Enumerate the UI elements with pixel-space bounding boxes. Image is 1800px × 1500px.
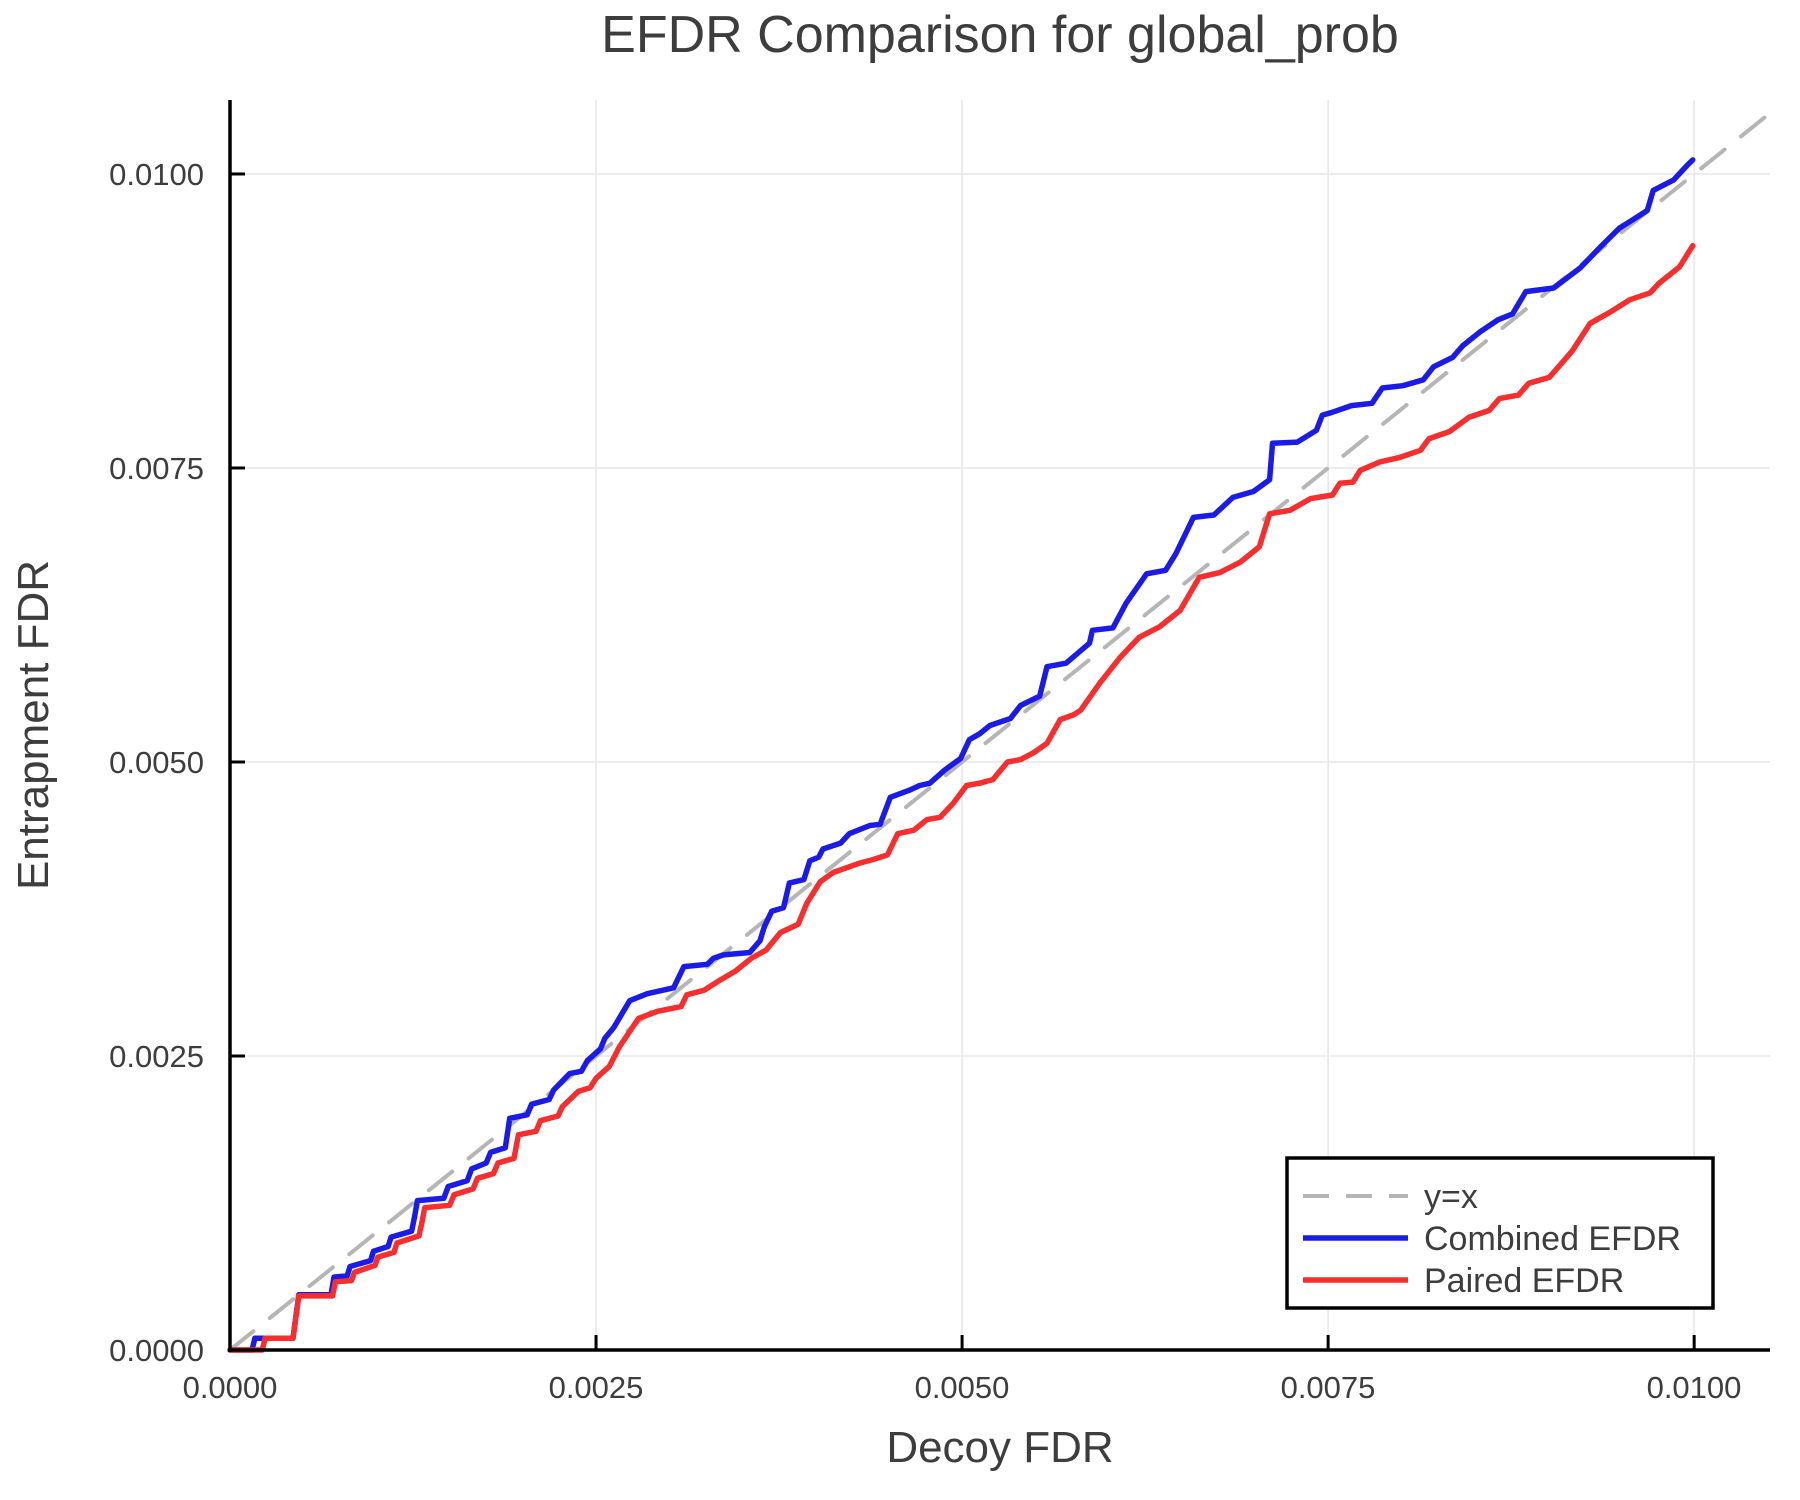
series-lines [227, 111, 1772, 1353]
x-axis-label: Decoy FDR [886, 1423, 1113, 1472]
axis-spines [228, 100, 1770, 1352]
legend-box [1285, 1156, 1715, 1310]
tick-marks [228, 172, 1696, 1352]
x-tick-label: 0.0100 [1647, 1370, 1742, 1405]
y-tick-labels: 0.0000 0.0025 0.0050 0.0075 0.0100 [109, 157, 204, 1368]
legend-identity-label: y=x [1424, 1178, 1478, 1216]
paired-efdr-line [227, 242, 1696, 1353]
x-tick-label: 0.0025 [549, 1370, 644, 1405]
legend-paired-label: Paired EFDR [1424, 1262, 1624, 1300]
x-tick-label: 0.0000 [183, 1370, 278, 1405]
y-tick-label: 0.0075 [109, 451, 204, 486]
y-axis-label: Entrapment FDR [9, 560, 58, 890]
legend-entry-combined: Combined EFDR [1303, 1220, 1681, 1258]
x-tick-label: 0.0050 [915, 1370, 1010, 1405]
y-tick-label: 0.0025 [109, 1039, 204, 1074]
legend-entry-paired: Paired EFDR [1303, 1262, 1624, 1300]
legend: y=x Combined EFDR Paired EFDR [1285, 1156, 1715, 1310]
chart-title: EFDR Comparison for global_prob [601, 6, 1399, 64]
y-x-line [228, 111, 1772, 1352]
legend-entry-identity: y=x [1303, 1178, 1478, 1216]
y-tick-label: 0.0000 [109, 1333, 204, 1368]
y-tick-label: 0.0050 [109, 745, 204, 780]
y-tick-label: 0.0100 [109, 157, 204, 192]
x-tick-labels: 0.0000 0.0025 0.0050 0.0075 0.0100 [183, 1370, 1742, 1405]
combined-efdr-line [227, 157, 1696, 1353]
x-tick-label: 0.0075 [1281, 1370, 1376, 1405]
legend-combined-label: Combined EFDR [1424, 1220, 1681, 1258]
